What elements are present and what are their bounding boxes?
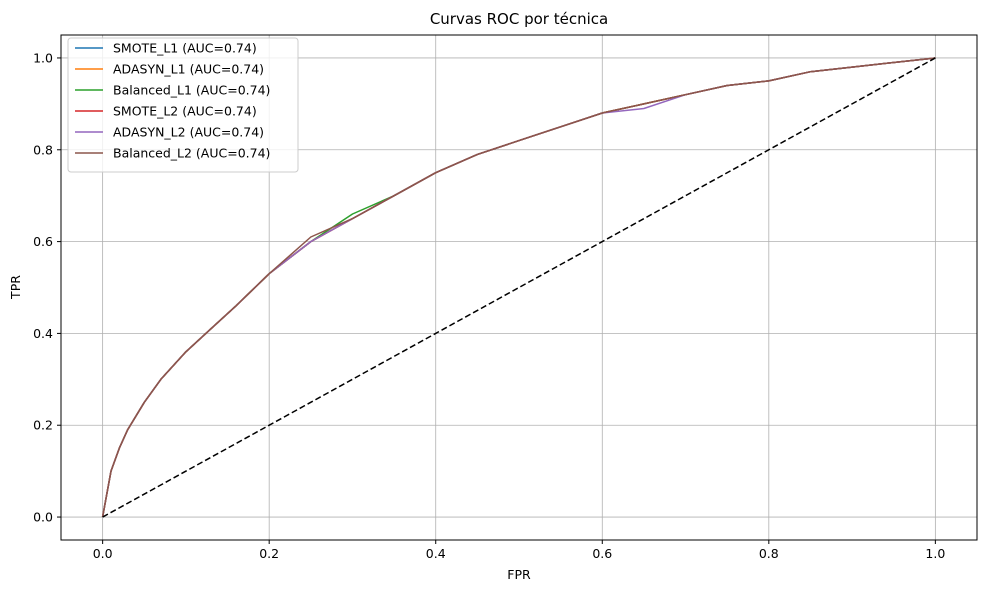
x-tick-label: 0.8 xyxy=(759,546,779,561)
plot-frame xyxy=(60,34,978,541)
chart-title: Curvas ROC por técnica xyxy=(430,10,608,28)
legend-label: SMOTE_L2 (AUC=0.74) xyxy=(113,104,257,119)
x-tick-label: 0.4 xyxy=(426,546,446,561)
legend-label: ADASYN_L1 (AUC=0.74) xyxy=(113,62,264,77)
y-tick-label: 0.8 xyxy=(33,142,53,157)
x-axis-label: FPR xyxy=(507,567,531,582)
x-tick-label: 1.0 xyxy=(925,546,945,561)
y-tick-label: 0.6 xyxy=(33,234,53,249)
plot-lines xyxy=(101,57,936,518)
x-tick-label: 0.2 xyxy=(259,546,279,561)
x-tick-label: 0.0 xyxy=(93,546,113,561)
y-tick-label: 1.0 xyxy=(33,50,53,65)
legend-label: ADASYN_L2 (AUC=0.74) xyxy=(113,125,264,140)
y-tick-label: 0.2 xyxy=(33,418,53,433)
random-classifier-line xyxy=(102,57,936,518)
y-axis-label: TPR xyxy=(8,275,23,300)
grid xyxy=(61,35,977,540)
x-axis-ticks: 0.0 0.2 0.4 0.6 0.8 1.0 xyxy=(93,540,945,561)
y-axis-ticks: 0.0 0.2 0.4 0.6 0.8 1.0 xyxy=(33,50,61,525)
x-tick-label: 0.6 xyxy=(592,546,612,561)
legend-label: Balanced_L2 (AUC=0.74) xyxy=(113,146,270,161)
legend-label: Balanced_L1 (AUC=0.74) xyxy=(113,83,270,98)
legend-label: SMOTE_L1 (AUC=0.74) xyxy=(113,41,257,56)
roc-series-6 xyxy=(101,57,936,518)
y-tick-label: 0.0 xyxy=(33,510,53,525)
legend-box xyxy=(67,37,299,173)
legend: SMOTE_L1 (AUC=0.74) ADASYN_L1 (AUC=0.74) B… xyxy=(67,37,299,173)
y-tick-label: 0.4 xyxy=(33,326,53,341)
